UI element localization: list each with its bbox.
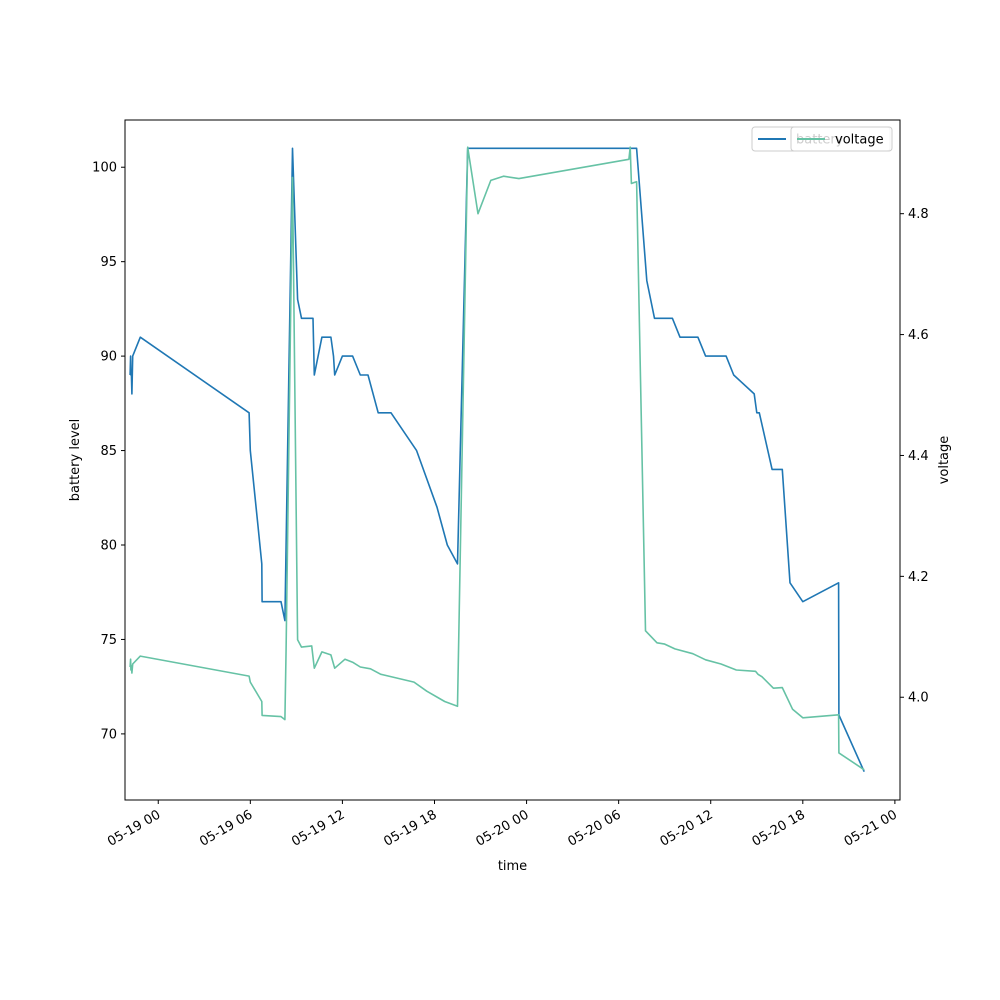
y-left-tick-label: 85 [100, 444, 117, 459]
y-left-tick-label: 75 [100, 633, 117, 648]
legend-label-voltage: voltage [835, 133, 884, 148]
series-line-voltage [129, 146, 865, 771]
plot-frame [124, 119, 901, 801]
y-right-tick-label: 4.6 [908, 328, 929, 343]
legend-box [790, 126, 893, 152]
y-right-tick-label: 4.2 [908, 570, 929, 585]
y-left-tick-label: 100 [92, 161, 117, 176]
y-left-tick-label: 95 [100, 255, 117, 270]
y-right-axis-label: voltage [937, 436, 952, 485]
series-line-battery [129, 147, 865, 773]
x-axis-label: time [498, 859, 527, 874]
y-left-tick-label: 80 [100, 539, 117, 554]
y-right-tick-label: 4.4 [908, 449, 929, 464]
series-layer [129, 146, 865, 773]
legend-layer: batteryvoltage [751, 126, 893, 152]
y-right-tick-label: 4.8 [908, 207, 929, 222]
y-left-tick-label: 70 [100, 727, 117, 742]
y-right-tick-label: 4.0 [908, 691, 929, 706]
y-left-tick-label: 90 [100, 350, 117, 365]
y-left-axis-label: battery level [68, 419, 83, 502]
